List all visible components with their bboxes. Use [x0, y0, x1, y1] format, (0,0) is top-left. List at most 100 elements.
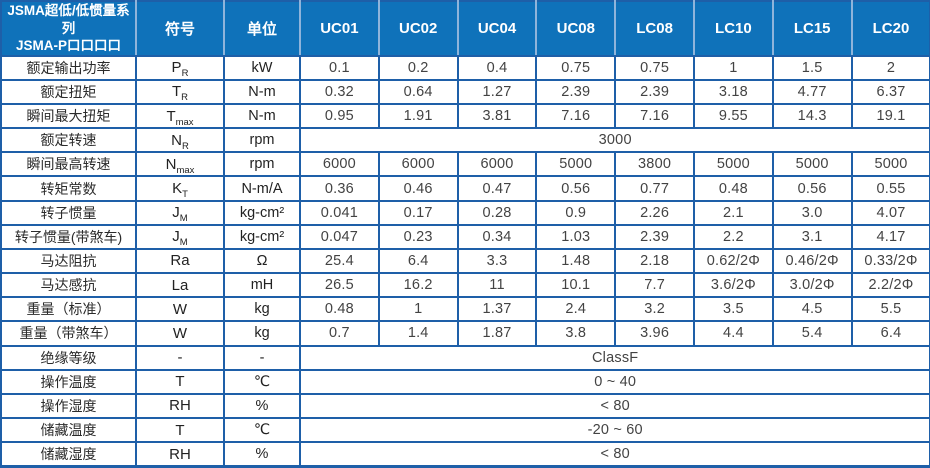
row-unit: - [223, 344, 301, 371]
table-row: 绝缘等级 - - ClassF [0, 344, 930, 371]
symbol-base: RH [169, 397, 191, 415]
row-unit: N-m [223, 102, 301, 130]
row-label: 额定扭矩 [0, 78, 137, 105]
row-label: 额定输出功率 [0, 54, 137, 81]
merged-value: ClassF [298, 344, 930, 371]
cell-value: 3.0/2Φ [771, 272, 853, 299]
row-symbol: JM [135, 199, 225, 226]
row-symbol: RH [135, 392, 225, 419]
table-row: 转矩常数 KT N-m/A 0.36 0.46 0.47 0.56 0.77 0.48 0.56 0… [0, 175, 930, 202]
row-unit: N-m/A [223, 175, 301, 202]
cell-value: 26.5 [299, 272, 380, 299]
symbol-subscript: max [175, 116, 194, 128]
column-header-symbol: 符号 [135, 1, 224, 57]
column-header-lc15: LC15 [771, 1, 852, 57]
row-symbol: JM [135, 223, 225, 250]
cell-value: 6000 [377, 151, 459, 178]
cell-value: 0.041 [299, 199, 380, 226]
symbol-base: W [172, 324, 188, 342]
cell-value: 6000 [456, 151, 538, 178]
table-row: 储藏湿度 RH% < 80 [0, 441, 930, 468]
table-row: 瞬间最高转速 Nmax rpm 6000 6000 6000 5000 3800 5000 500… [0, 151, 930, 178]
cell-value: 3.8 [535, 320, 617, 347]
cell-value: 0.75 [535, 54, 617, 81]
cell-value: 3.0 [771, 199, 853, 226]
symbol-base: P [171, 59, 182, 77]
column-header-lc20: LC20 [850, 1, 930, 57]
symbol-base: N [171, 131, 182, 149]
table-row: 转子惯量 JM kg-cm² 0.041 0.17 0.28 0.9 2.26 2.1 3.0 4.… [0, 199, 930, 226]
row-symbol: PR [135, 54, 225, 81]
row-unit: rpm [223, 127, 301, 154]
row-unit: kg-cm² [223, 199, 301, 226]
row-unit: kg-cm² [223, 223, 301, 250]
row-symbol: La [135, 272, 225, 299]
row-unit: % [223, 392, 301, 419]
cell-value: 3800 [614, 151, 695, 178]
cell-value: 6.4 [377, 247, 459, 275]
cell-value: 0.77 [614, 175, 695, 202]
symbol-base: J [172, 228, 180, 246]
row-symbol: NR [135, 127, 225, 154]
cell-value: 0.55 [850, 175, 930, 202]
merged-value: < 80 [298, 441, 930, 468]
row-unit: % [223, 441, 301, 468]
cell-value: 2.4 [535, 296, 617, 323]
series-title: JSMA超低/低惯量系列 JSMA-P口口口口 [1, 1, 136, 57]
row-unit: rpm [223, 151, 301, 178]
cell-value: 0.56 [535, 175, 617, 202]
row-label: 额定转速 [0, 127, 137, 154]
cell-value: 1.48 [535, 247, 617, 275]
row-label: 操作湿度 [0, 392, 137, 419]
symbol-subscript: R [181, 140, 189, 152]
cell-value: 4.07 [850, 199, 930, 226]
cell-value: 2.1 [692, 199, 774, 226]
cell-value: 0.1 [299, 54, 380, 81]
table-row: 操作湿度 RH% < 80 [0, 392, 930, 419]
cell-value: 1.03 [535, 223, 617, 250]
row-label: 转子惯量 [0, 199, 137, 226]
cell-value: 2.39 [535, 78, 617, 105]
cell-value: 0.62/2Φ [692, 247, 774, 275]
cell-value: 2.39 [614, 223, 695, 250]
symbol-base: Ra [170, 252, 190, 270]
column-header-uc04: UC04 [456, 1, 537, 57]
cell-value: 1 [377, 296, 459, 323]
row-label: 储藏温度 [0, 416, 137, 444]
cell-value: 25.4 [299, 247, 380, 275]
cell-value: 0.56 [771, 175, 853, 202]
symbol-subscript: M [179, 237, 188, 249]
merged-value: 0 ~ 40 [298, 368, 930, 395]
row-label: 操作温度 [0, 368, 137, 395]
cell-value: 0.75 [614, 54, 695, 81]
cell-value: 5000 [771, 151, 853, 178]
cell-value: 5000 [535, 151, 617, 178]
cell-value: 4.17 [850, 223, 930, 250]
symbol-base: T [171, 83, 182, 101]
row-unit: kW [223, 54, 301, 81]
cell-value: 1.37 [456, 296, 538, 323]
merged-value: -20 ~ 60 [298, 416, 930, 444]
header-row: JSMA超低/低惯量系列 JSMA-P口口口口 符号 单位 UC01 UC02 UC… [1, 1, 930, 57]
symbol-base: W [172, 300, 188, 318]
cell-value: 6000 [299, 151, 380, 178]
cell-value: 19.1 [850, 102, 930, 130]
symbol-base: J [172, 204, 180, 222]
cell-value: 7.7 [614, 272, 695, 299]
table-row: 马达感抗 La mH 26.5 16.2 11 10.1 7.7 3.6/2Φ 3.0/2Φ 2.2… [0, 272, 930, 299]
cell-value: 1.27 [456, 78, 538, 105]
symbol-subscript: T [182, 189, 188, 200]
row-symbol: RH [135, 441, 225, 468]
series-title-line2: JSMA-P口口口口 [15, 38, 121, 54]
symbol-base: K [172, 180, 183, 197]
row-label: 马达感抗 [0, 272, 137, 299]
row-label: 瞬间最高转速 [0, 151, 137, 178]
row-symbol: T [135, 416, 225, 444]
cell-value: 5.4 [771, 320, 853, 347]
cell-value: 0.36 [299, 175, 380, 202]
cell-value: 4.77 [771, 78, 853, 105]
table-row: 转子惯量(带煞车) JM kg-cm² 0.047 0.23 0.34 1.03 2.39 2.… [0, 223, 930, 250]
symbol-subscript: R [181, 92, 189, 104]
row-symbol: TR [135, 78, 225, 105]
